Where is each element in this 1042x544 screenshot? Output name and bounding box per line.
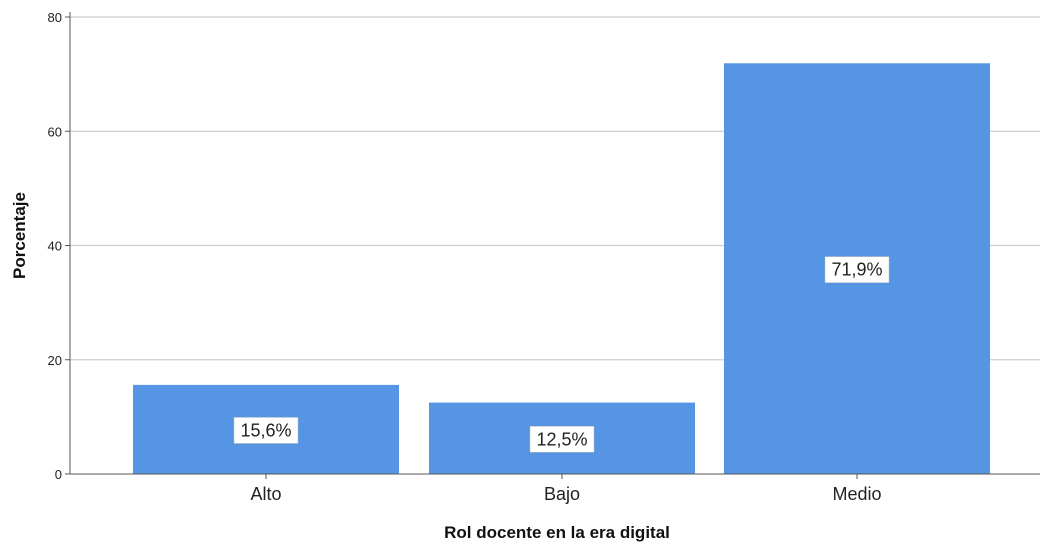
data-label-text: 12,5% [536, 429, 587, 449]
y-axis-title: Porcentaje [10, 192, 29, 279]
y-axis-ticks: 0 20 40 60 80 [48, 10, 70, 482]
data-label-text: 15,6% [240, 420, 291, 440]
y-tick-label: 80 [48, 10, 62, 25]
y-tick-label: 0 [55, 467, 62, 482]
data-label-text: 71,9% [831, 260, 882, 280]
data-label-box [233, 417, 299, 444]
data-label: 71,9% [824, 256, 890, 283]
x-axis-categories: Alto Bajo Medio [250, 474, 882, 504]
x-tick-label: Bajo [544, 484, 580, 504]
data-label-box [824, 256, 890, 283]
data-label: 12,5% [529, 426, 595, 453]
y-tick-label: 20 [48, 353, 62, 368]
data-label-box [529, 426, 595, 453]
y-tick-label: 40 [48, 239, 62, 254]
x-axis-title: Rol docente en la era digital [444, 523, 670, 542]
x-tick-label: Alto [250, 484, 281, 504]
x-tick-label: Medio [832, 484, 881, 504]
data-label: 15,6% [233, 417, 299, 444]
data-labels: 15,6% 12,5% 71,9% [233, 256, 890, 453]
y-tick-label: 60 [48, 124, 62, 139]
